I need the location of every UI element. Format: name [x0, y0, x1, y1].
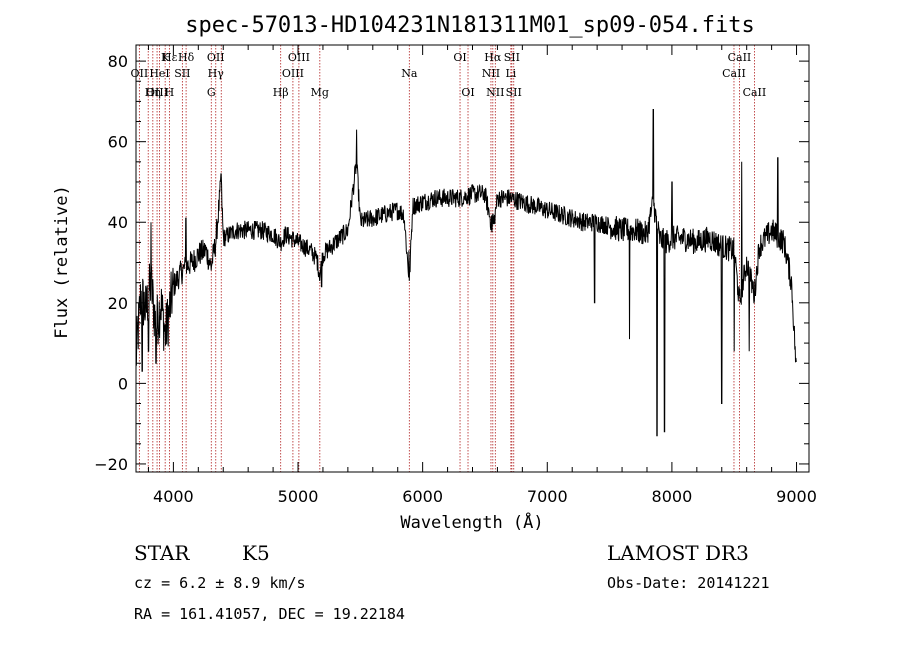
survey-name: LAMOST DR3	[607, 541, 749, 565]
object-subclass: K5	[242, 541, 270, 565]
line-label: OII	[131, 67, 149, 80]
line-label: NII	[482, 67, 500, 80]
x-tick-label: 9000	[776, 487, 817, 506]
y-axis-label: Flux (relative)	[52, 185, 72, 339]
chart-title: spec-57013-HD104231N181311M01_sp09-054.f…	[185, 13, 755, 38]
y-tick-label: 60	[108, 133, 128, 152]
line-label: Mg	[311, 86, 329, 99]
line-label: OII	[207, 51, 225, 64]
line-label: CaII	[728, 51, 752, 64]
x-tick-label: 4000	[153, 487, 194, 506]
y-tick-label: −20	[94, 455, 128, 474]
x-axis-ticks: 4000 5000 6000 7000 8000 9000	[147, 45, 817, 506]
line-label: OIII	[288, 51, 310, 64]
x-axis-label: Wavelength (Å)	[400, 511, 543, 533]
y-tick-label: 20	[108, 294, 128, 313]
line-label: Hη	[145, 86, 161, 99]
object-class: STAR	[134, 541, 190, 565]
obs-date: Obs-Date: 20141221	[607, 574, 770, 592]
line-label: OIII	[146, 86, 168, 99]
spectrum-line	[135, 109, 797, 437]
line-label: NII	[486, 86, 504, 99]
x-tick-label: 8000	[652, 487, 693, 506]
plot-frame	[135, 44, 810, 473]
line-label: H	[165, 86, 175, 99]
line-label: CaII	[722, 67, 746, 80]
line-label: K	[161, 51, 170, 64]
line-label: OI	[461, 86, 474, 99]
redshift-info: cz = 6.2 ± 8.9 km/s	[134, 574, 306, 592]
line-label: Li	[505, 67, 516, 80]
y-axis-ticks: −20 0 20 40 60 80	[94, 52, 809, 474]
spectral-line-markers	[138, 45, 755, 472]
x-tick-label: 5000	[278, 487, 319, 506]
y-tick-label: 80	[108, 52, 128, 71]
y-tick-label: 40	[108, 213, 128, 232]
x-tick-label: 6000	[402, 487, 443, 506]
line-label: OI	[453, 51, 466, 64]
y-tick-label: 0	[118, 374, 128, 393]
line-label: SII	[506, 86, 522, 99]
line-label: SII	[174, 67, 190, 80]
coordinates: RA = 161.41057, DEC = 19.22184	[134, 605, 405, 623]
line-label: Hβ	[273, 86, 289, 99]
line-label: HeI	[149, 67, 169, 80]
line-label: OIII	[282, 67, 304, 80]
line-label: G	[207, 86, 216, 99]
line-label: SII	[504, 51, 520, 64]
line-label: Hγ	[208, 67, 225, 80]
line-label: Hα	[484, 51, 502, 64]
line-label: CaII	[743, 86, 767, 99]
line-label: Na	[401, 67, 418, 80]
line-label: Hδ	[178, 51, 195, 64]
x-tick-label: 7000	[527, 487, 568, 506]
spectrum-layer	[135, 109, 797, 437]
